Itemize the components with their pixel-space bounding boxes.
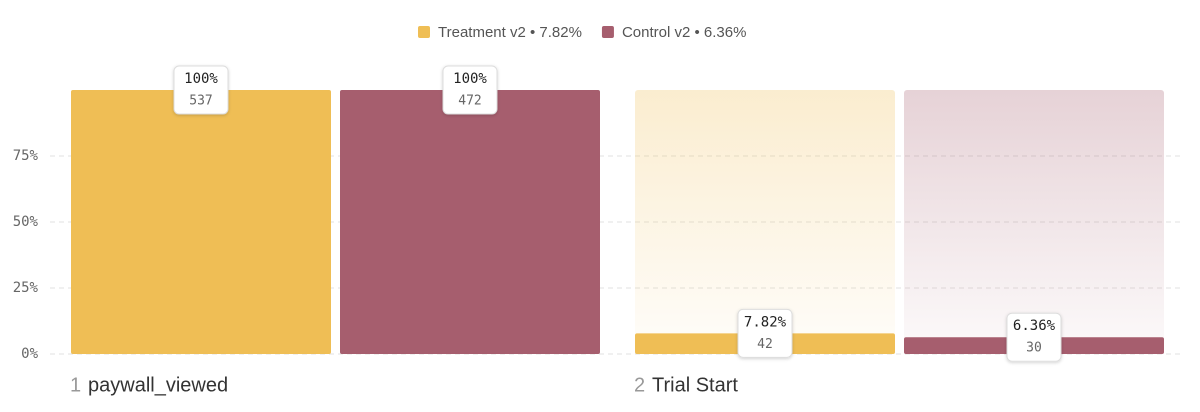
count-label: 537: [189, 94, 212, 109]
label-box: [737, 308, 793, 358]
count-label: 472: [458, 94, 481, 109]
legend-swatch: [601, 26, 614, 38]
bar: [71, 90, 331, 354]
value-label: 6.36%: [1013, 318, 1056, 334]
dropoff-background: [635, 90, 895, 354]
legend-label: Treatment v2 • 7.82%: [438, 24, 582, 41]
dropoff-background: [904, 90, 1164, 354]
legend-swatch: [418, 26, 430, 38]
step-number: 2: [634, 374, 645, 396]
y-tick-label: 50%: [13, 214, 39, 230]
step-label: paywall_viewed: [88, 374, 228, 396]
y-tick-label: 25%: [13, 280, 39, 296]
legend-label: Control v2 • 6.36%: [622, 24, 746, 41]
label-box: [442, 65, 498, 115]
step-number: 1: [70, 374, 81, 396]
y-tick-label: 0%: [21, 346, 38, 362]
label-box: [1006, 312, 1062, 362]
step-label: Trial Start: [652, 374, 738, 396]
bar: [340, 90, 600, 354]
value-label: 100%: [184, 71, 218, 87]
count-label: 30: [1026, 341, 1042, 356]
y-tick-label: 75%: [13, 148, 39, 164]
value-label: 7.82%: [744, 314, 787, 330]
count-label: 42: [757, 337, 773, 352]
label-box: [173, 65, 229, 115]
value-label: 100%: [453, 71, 487, 87]
